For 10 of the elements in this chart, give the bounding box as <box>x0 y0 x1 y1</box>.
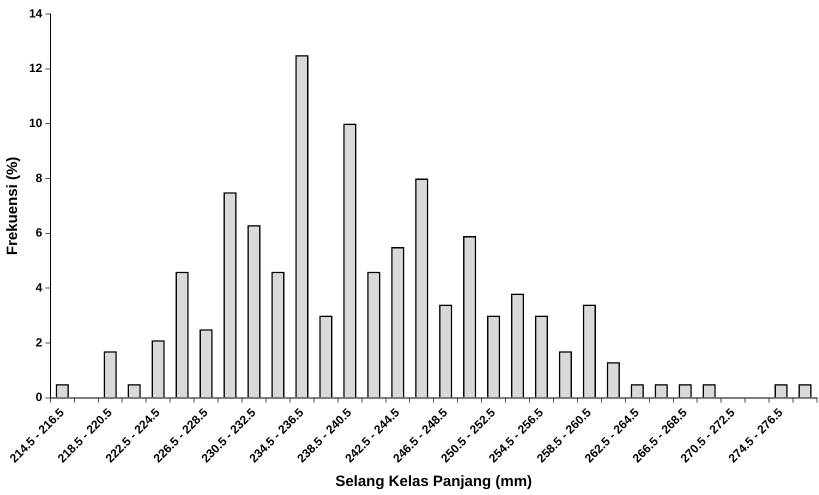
y-axis-title: Frekuensi (%) <box>4 156 22 256</box>
y-tick-label: 8 <box>36 170 43 185</box>
y-tick-label: 10 <box>28 116 43 130</box>
x-axis-title: Selang Kelas Panjang (mm) <box>335 473 532 490</box>
y-tick-label: 4 <box>36 280 43 294</box>
y-tick-label: 6 <box>36 226 43 240</box>
y-tick-label: 2 <box>36 335 43 350</box>
y-tick-label: 0 <box>36 390 43 404</box>
y-tick-label: 14 <box>28 6 43 20</box>
y-tick-label: 12 <box>28 61 43 76</box>
